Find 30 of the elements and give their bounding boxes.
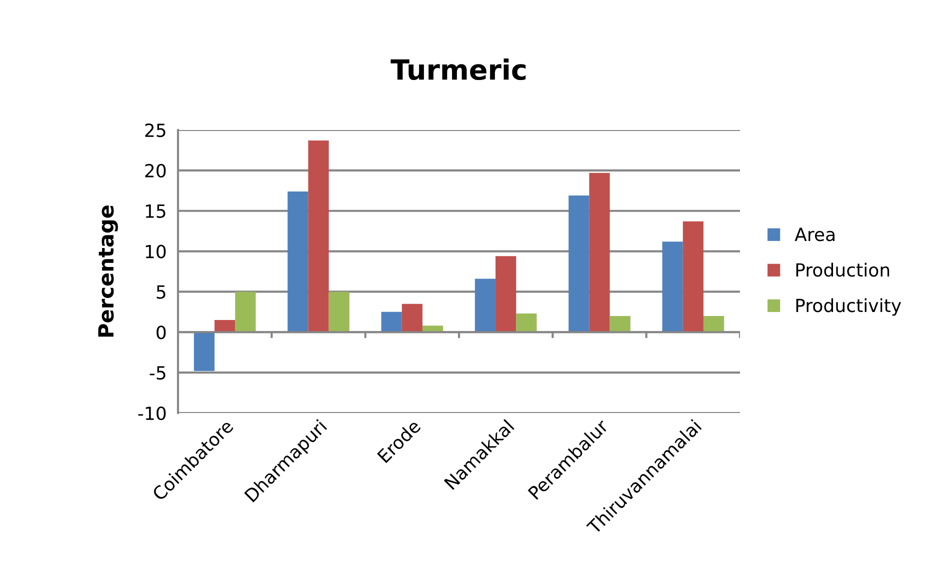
legend-label: Productivity: [796, 298, 902, 316]
bar: [662, 242, 683, 332]
y-tick-label: -5: [150, 366, 166, 380]
bar: [610, 316, 630, 332]
bar: [703, 316, 724, 332]
bar: [682, 221, 704, 332]
y-axis-title: Percentage: [98, 205, 118, 337]
legend-label: Production: [796, 262, 890, 277]
bar: [288, 191, 308, 332]
bar: [328, 292, 350, 332]
y-tick-label: -10: [138, 406, 166, 420]
bar: [568, 195, 590, 332]
bar: [308, 140, 329, 332]
bar: [402, 304, 422, 332]
bar: [214, 320, 236, 332]
y-tick-label: 15: [146, 204, 166, 218]
y-tick-label: 25: [145, 123, 166, 138]
bar: [235, 292, 256, 332]
bar: [474, 278, 496, 332]
bar: [194, 332, 215, 371]
legend-label: Area: [794, 228, 834, 242]
y-tick-label: 0: [156, 326, 166, 340]
y-tick-label: 5: [156, 285, 166, 299]
y-tick-label: 10: [146, 244, 166, 258]
bar: [516, 314, 537, 332]
chart-title: Turmeric: [390, 58, 526, 80]
bar: [589, 172, 610, 332]
bar: [496, 256, 516, 332]
bar: [381, 312, 402, 332]
y-tick-label: 20: [145, 164, 166, 178]
